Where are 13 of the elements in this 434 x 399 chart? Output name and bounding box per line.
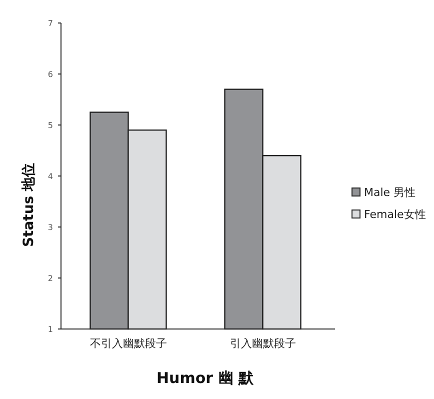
y-tick-label: 3 xyxy=(48,223,53,232)
y-tick-label: 5 xyxy=(48,121,53,130)
legend-label: Male 男性 xyxy=(364,186,416,199)
x-tick-label: 不引入幽默段子 xyxy=(90,337,167,350)
x-tick-label: 引入幽默段子 xyxy=(230,337,296,350)
y-tick-label: 7 xyxy=(48,19,53,28)
x-axis-title: Humor 幽 默 xyxy=(156,369,254,387)
y-tick-label: 2 xyxy=(48,274,53,283)
y-axis-title: Status 地位 xyxy=(21,162,37,248)
y-tick-label: 1 xyxy=(48,325,53,334)
legend-label: Female女性 xyxy=(364,208,426,221)
y-tick-label: 6 xyxy=(48,70,53,79)
y-tick-label: 4 xyxy=(48,172,53,181)
